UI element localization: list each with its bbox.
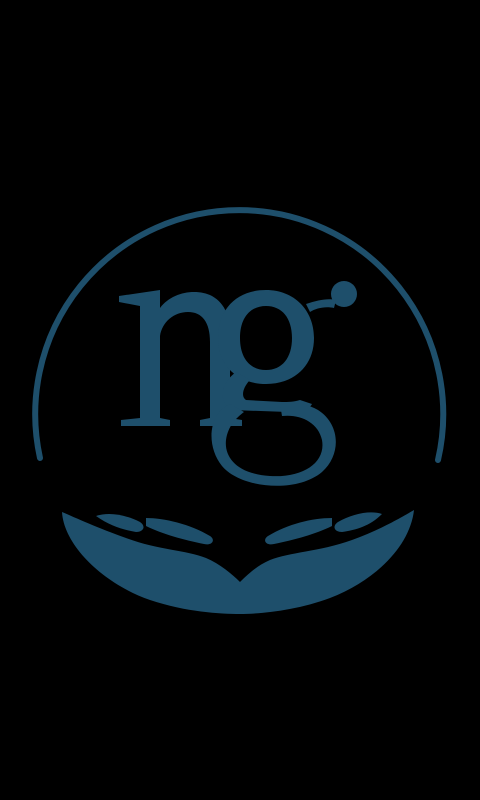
logo-ring [32, 207, 447, 463]
logo-monogram-ng [119, 281, 357, 486]
logo-hands [62, 510, 414, 614]
